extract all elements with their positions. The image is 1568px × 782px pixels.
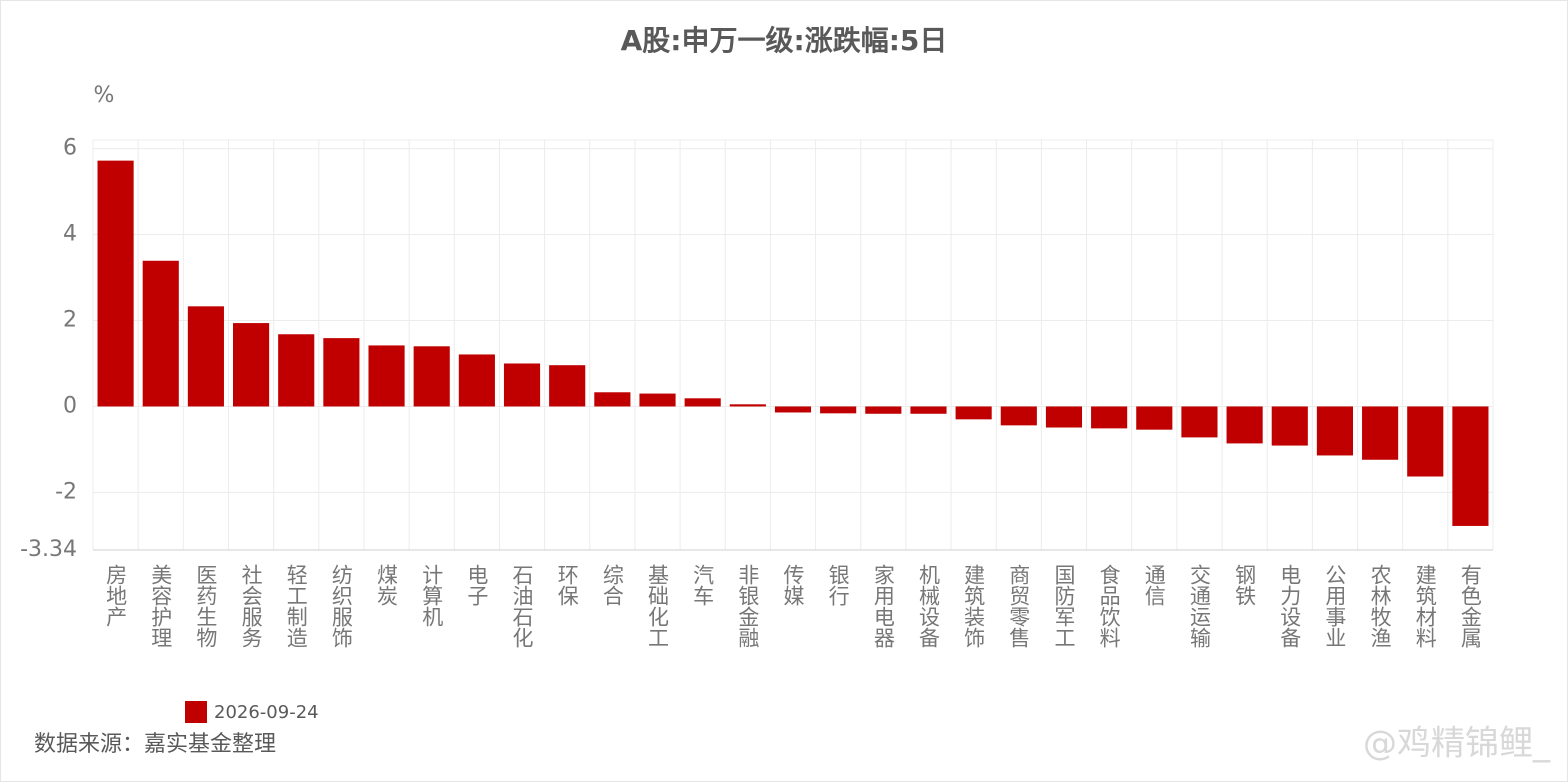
x-tick-label: 石油石化 <box>510 564 534 648</box>
bar <box>729 404 766 407</box>
x-tick-label: 交通运输 <box>1187 564 1211 648</box>
bar <box>142 260 179 407</box>
bar <box>278 334 315 407</box>
x-tick-label: 机械设备 <box>916 564 940 648</box>
x-tick-label: 纺织服饰 <box>329 564 353 648</box>
x-tick-label: 非银金融 <box>736 564 760 648</box>
y-tick-label: 6 <box>63 136 77 161</box>
bar <box>323 338 360 407</box>
bar <box>910 406 947 414</box>
bar <box>774 406 812 413</box>
source-note: 数据来源：嘉实基金整理 <box>34 732 276 757</box>
bar <box>684 398 721 407</box>
y-tick-label: 4 <box>63 222 77 247</box>
bar <box>1452 406 1489 526</box>
x-tick-label: 通信 <box>1142 564 1166 606</box>
y-tick-label: -3.34 <box>20 537 77 562</box>
x-tick-label: 汽车 <box>691 564 715 606</box>
bar <box>955 406 992 420</box>
bar <box>1091 406 1128 429</box>
y-tick-label: 0 <box>63 393 77 418</box>
bar <box>97 160 134 407</box>
x-tick-label: 食品饮料 <box>1097 564 1121 648</box>
x-tick-label: 煤炭 <box>375 564 399 606</box>
bar <box>458 354 495 407</box>
x-tick-label: 环保 <box>555 564 579 606</box>
bar <box>1226 406 1263 444</box>
x-tick-label: 建筑装饰 <box>962 564 986 648</box>
bar <box>413 346 450 407</box>
x-tick-label: 商贸零售 <box>1007 564 1031 648</box>
bar <box>1407 406 1444 477</box>
x-tick-label: 建筑材料 <box>1413 564 1437 648</box>
x-tick-label: 医药生物 <box>194 564 218 648</box>
x-tick-label: 国防军工 <box>1052 564 1076 648</box>
x-tick-label: 有色金属 <box>1458 564 1482 649</box>
x-tick-label: 美容护理 <box>149 564 173 648</box>
y-tick-label: -2 <box>55 479 77 504</box>
legend-label: 2026-09-24 <box>214 702 319 723</box>
x-tick-label: 银行 <box>826 564 850 606</box>
bar <box>639 393 676 407</box>
x-tick-label: 传媒 <box>781 564 805 606</box>
bar <box>865 406 902 414</box>
watermark: @鸡精锦鲤_ <box>1363 724 1551 764</box>
bar <box>549 365 586 407</box>
bar <box>368 345 405 407</box>
x-tick-label: 综合 <box>600 564 624 606</box>
x-tick-label: 电子 <box>465 564 489 606</box>
x-tick-label: 轻工制造 <box>284 564 308 648</box>
bar <box>1271 406 1308 446</box>
bar <box>1045 406 1083 428</box>
legend-swatch <box>185 701 207 723</box>
bar <box>1181 406 1218 438</box>
x-tick-label: 基础化工 <box>646 564 670 648</box>
x-tick-label: 钢铁 <box>1233 564 1257 606</box>
bar <box>233 323 270 407</box>
chart-title: A股:申万一级:涨跌幅:5日 <box>621 24 948 57</box>
y-axis-unit: % <box>94 83 115 108</box>
x-tick-label: 电力设备 <box>1278 564 1302 648</box>
x-tick-label: 家用电器 <box>871 564 895 648</box>
x-tick-label: 房地产 <box>104 564 128 627</box>
x-tick-label: 农林牧渔 <box>1368 564 1392 648</box>
bar <box>1136 406 1173 430</box>
y-tick-label: 2 <box>63 308 77 333</box>
bar <box>187 306 224 407</box>
x-tick-label: 计算机 <box>420 564 444 627</box>
bar <box>503 363 541 407</box>
bar <box>1316 406 1353 456</box>
bar <box>1362 406 1399 460</box>
bar <box>820 406 857 414</box>
bar <box>594 392 631 407</box>
x-tick-label: 社会服务 <box>239 564 263 648</box>
x-tick-label: 公用事业 <box>1323 564 1347 648</box>
bar <box>1000 406 1037 426</box>
